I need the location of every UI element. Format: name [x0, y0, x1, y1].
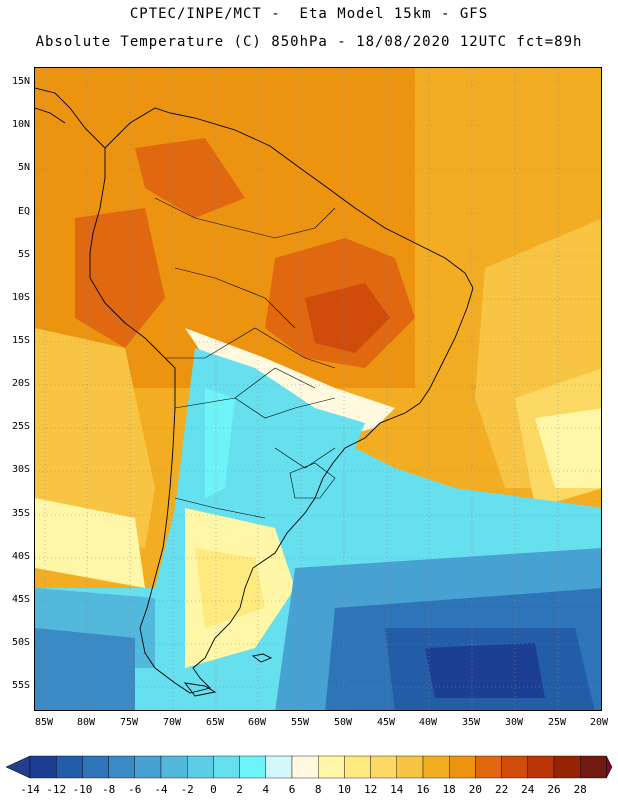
lat-label-55s: 55S	[11, 680, 30, 691]
colorbar-tick-label: 6	[288, 783, 296, 796]
colorbar-tick-label: 16	[416, 783, 430, 796]
colorbar-tick-label: 14	[390, 783, 404, 796]
lat-label-10n: 10N	[11, 119, 30, 130]
temperature-map	[34, 67, 602, 711]
colorbar-swatch	[82, 755, 109, 779]
lon-label-55w: 55W	[290, 717, 310, 728]
chart-title-line2: Absolute Temperature (C) 850hPa - 18/08/…	[35, 34, 583, 50]
field-andes-20	[75, 208, 165, 348]
graticule	[35, 68, 601, 710]
field-patagonia-12	[195, 548, 265, 628]
colorbar-swatch	[239, 755, 267, 779]
colorbar-swatch	[160, 755, 188, 779]
colorbar-tick-label: -6	[128, 783, 142, 796]
colorbar-tick-label: -8	[101, 783, 116, 796]
colorbar-tick-label: 8	[314, 783, 322, 796]
colorbar-tick-label: -2	[180, 783, 194, 796]
lat-label-40s: 40S	[11, 551, 30, 562]
colorbar-tick-label: 2	[236, 783, 243, 796]
lat-label-30s: 30S	[11, 464, 30, 475]
tierra-del-fuego	[183, 682, 217, 697]
colorbar-swatch	[580, 755, 607, 779]
lat-label-15s: 15S	[11, 335, 30, 346]
lon-label-50w: 50W	[333, 717, 353, 728]
lat-label-20s: 20S	[11, 378, 30, 389]
colorbar-tick-label: 12	[363, 783, 378, 796]
lon-label-60w: 60W	[247, 717, 267, 728]
temperature-field	[35, 68, 601, 710]
colorbar-tick-label: 28	[573, 783, 587, 796]
colorbar-swatch	[213, 755, 240, 779]
colorbar	[6, 755, 612, 779]
colorbar-swatch	[422, 755, 450, 779]
lon-label-75w: 75W	[119, 717, 139, 728]
colorbar-swatch	[265, 755, 293, 779]
field-front-6	[185, 328, 395, 438]
colorbar-swatch	[449, 755, 476, 779]
lat-label-50s: 50S	[11, 637, 30, 648]
colorbar-tick-label: 22	[494, 783, 509, 796]
colorbar-tick-label: 20	[468, 783, 483, 796]
lat-label-25s: 25S	[11, 421, 30, 432]
colorbar-tick-label: -10	[72, 783, 93, 796]
colorbar-swatch	[29, 755, 57, 779]
colorbar-tick-label: 10	[337, 783, 352, 796]
field-pacific-minus6	[35, 628, 135, 710]
colorbar-under-arrow	[6, 755, 31, 779]
country-borders	[154, 197, 336, 519]
field-south-minus12	[425, 643, 545, 698]
colorbar-swatch	[56, 755, 83, 779]
colorbar-tick-label: 4	[262, 783, 270, 796]
field-interior-22	[305, 283, 390, 353]
colorbar-tick-label: 26	[547, 783, 561, 796]
lat-label-35s: 35S	[11, 508, 30, 519]
lat-label-5n: 5N	[17, 162, 30, 173]
south-america-coastline	[89, 107, 474, 694]
lon-label-30w: 30W	[504, 717, 524, 728]
falkland-islands	[251, 653, 273, 663]
colorbar-swatch	[370, 755, 398, 779]
lat-label-10s: 10S	[11, 292, 30, 303]
colorbar-tick-label: 18	[442, 783, 456, 796]
colorbar-tick-label: 0	[210, 783, 217, 796]
field-pacific-10	[35, 498, 145, 588]
field-pacific-14	[35, 328, 155, 548]
lon-label-25w: 25W	[547, 717, 567, 728]
colorbar-swatch	[318, 755, 345, 779]
lat-label-15n: 15N	[11, 76, 30, 87]
colorbar-tick-label: -12	[46, 783, 67, 796]
colorbar-swatch	[291, 755, 319, 779]
lat-label-eq: EQ	[17, 206, 30, 217]
lon-label-20w: 20W	[589, 717, 609, 728]
field-cold-4	[205, 388, 235, 498]
lon-label-35w: 35W	[461, 717, 481, 728]
colorbar-swatch	[396, 755, 424, 779]
field-north-20	[135, 138, 245, 218]
lon-label-45w: 45W	[376, 717, 396, 728]
lon-label-70w: 70W	[162, 717, 182, 728]
coastlines	[35, 87, 474, 697]
colorbar-swatch	[527, 755, 555, 779]
colorbar-swatches	[29, 755, 607, 779]
colorbar-swatch	[134, 755, 162, 779]
lat-label-5s: 5S	[17, 249, 30, 260]
colorbar-tick-label: 24	[521, 783, 535, 796]
colorbar-swatch	[186, 755, 214, 779]
lon-label-80w: 80W	[76, 717, 96, 728]
lon-label-85w: 85W	[34, 717, 54, 728]
colorbar-tick-label: -4	[154, 783, 168, 796]
lat-label-45s: 45S	[11, 594, 30, 605]
lon-label-65w: 65W	[205, 717, 225, 728]
central-america-coastline	[35, 87, 106, 149]
colorbar-tick-label: -14	[20, 783, 40, 796]
colorbar-swatch	[553, 755, 581, 779]
colorbar-swatch	[475, 755, 502, 779]
colorbar-swatch	[344, 755, 371, 779]
colorbar-over-arrow	[606, 755, 612, 779]
lon-label-40w: 40W	[418, 717, 438, 728]
colorbar-swatch	[501, 755, 529, 779]
chart-title-line1: CPTEC/INPE/MCT - Eta Model 15km - GFS	[129, 6, 489, 22]
colorbar-swatch	[108, 755, 135, 779]
